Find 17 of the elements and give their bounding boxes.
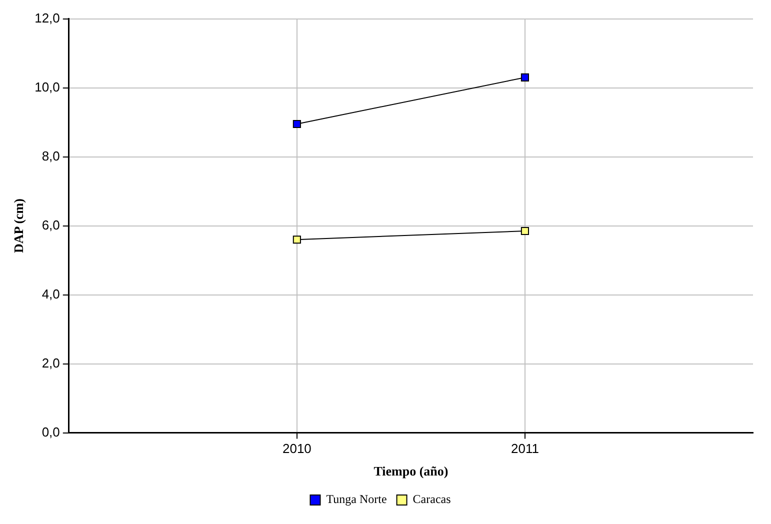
- x-tick-label: 2011: [510, 441, 539, 456]
- x-tick-label: 2010: [282, 441, 312, 456]
- point: [520, 73, 530, 82]
- y-tick-label: 6,0: [42, 217, 60, 232]
- point: [520, 226, 530, 236]
- legend-label: Tunga Norte: [326, 492, 387, 506]
- y-tick-label: 4,0: [42, 286, 60, 302]
- y-tick-label: 0,0: [42, 424, 60, 440]
- x-axis-title: Tiempo (año): [374, 464, 448, 479]
- legend-label: Caracas: [412, 492, 452, 506]
- point: [292, 236, 301, 244]
- y-tick-label: 8,0: [42, 148, 60, 164]
- y-axis-title: DAP (cm): [11, 198, 26, 254]
- point: [292, 120, 301, 128]
- y-tick-label: 10,0: [34, 79, 60, 94]
- y-tick-label: 2,0: [42, 355, 60, 370]
- y-tick-label: 12,0: [34, 10, 60, 26]
